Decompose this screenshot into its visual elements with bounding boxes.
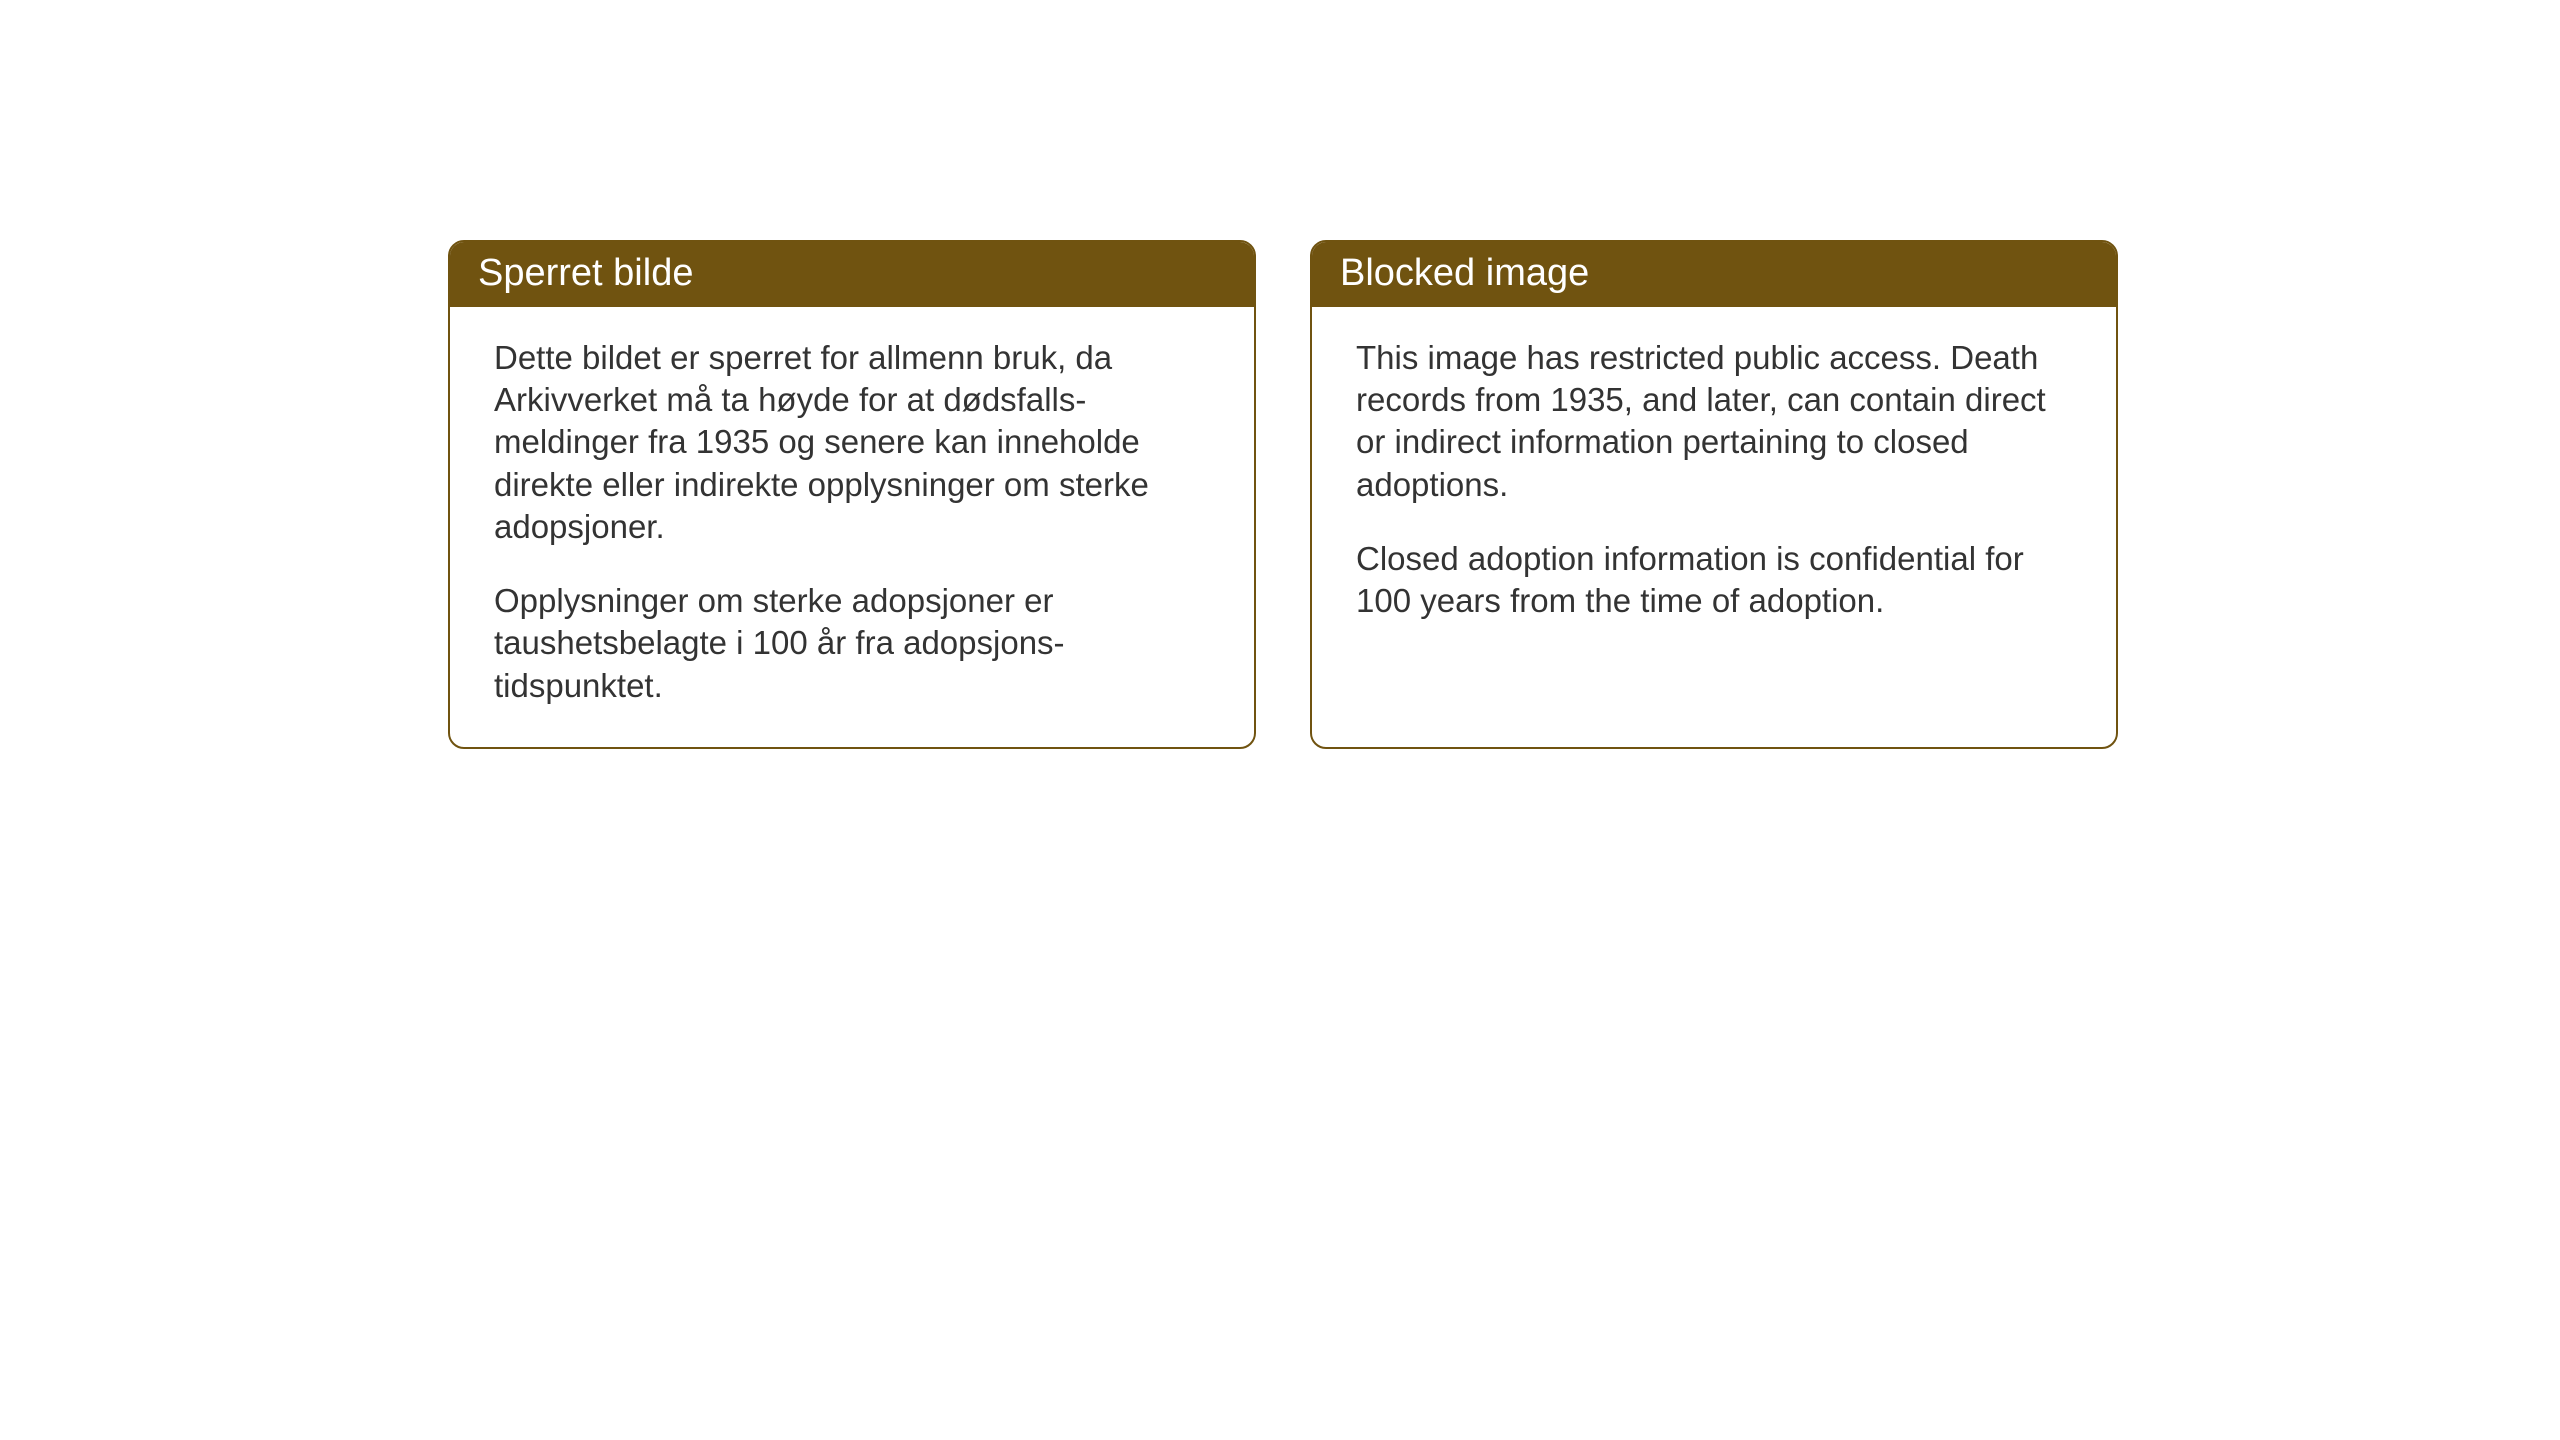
notice-body-norwegian: Dette bildet er sperret for allmenn bruk…: [450, 307, 1254, 747]
notice-paragraph: Opplysninger om sterke adopsjoner er tau…: [494, 580, 1210, 707]
notice-paragraph: Closed adoption information is confident…: [1356, 538, 2072, 622]
notice-header-english: Blocked image: [1312, 242, 2116, 307]
notice-header-norwegian: Sperret bilde: [450, 242, 1254, 307]
notice-card-english: Blocked image This image has restricted …: [1310, 240, 2118, 749]
notice-paragraph: Dette bildet er sperret for allmenn bruk…: [494, 337, 1210, 548]
notice-card-norwegian: Sperret bilde Dette bildet er sperret fo…: [448, 240, 1256, 749]
notice-container: Sperret bilde Dette bildet er sperret fo…: [0, 0, 2560, 749]
notice-body-english: This image has restricted public access.…: [1312, 307, 2116, 662]
notice-paragraph: This image has restricted public access.…: [1356, 337, 2072, 506]
